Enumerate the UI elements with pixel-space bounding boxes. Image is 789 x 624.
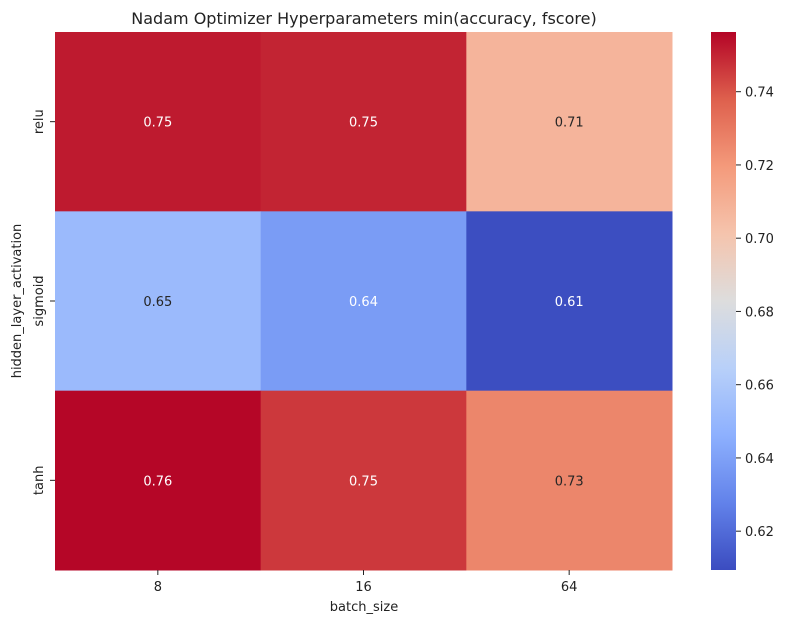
cell-value-label: 0.64 (349, 295, 378, 310)
colorbar-tick-label: 0.66 (745, 379, 774, 394)
cell-annotations: 0.75 0.75 0.71 0.65 0.64 0.61 0.76 0.75 0.73 (143, 116, 583, 490)
chart-title: Nadam Optimizer Hyperparameters min(accu… (131, 9, 596, 28)
cell-value-label: 0.71 (555, 116, 584, 131)
colorbar-tick-label: 0.72 (745, 159, 774, 174)
x-axis: 8 16 64 (154, 570, 578, 595)
heatmap-cell (55, 32, 262, 212)
heatmap-cell (466, 211, 673, 392)
y-tick-label: tanh (32, 466, 47, 496)
heatmap-cell (260, 390, 467, 571)
x-axis-label: batch_size (330, 600, 398, 615)
heatmap-cell (260, 211, 467, 392)
colorbar-tick-label: 0.74 (745, 86, 774, 101)
colorbar-tick-label: 0.68 (745, 305, 774, 320)
y-tick-label: sigmoid (32, 275, 47, 326)
heatmap-cell (466, 390, 673, 571)
x-tick-label: 64 (561, 580, 578, 595)
y-axis: relu sigmoid tanh (32, 109, 55, 495)
y-tick-label: relu (32, 109, 47, 134)
x-tick-label: 8 (154, 580, 162, 595)
heatmap-cell (55, 390, 262, 571)
colorbar-tick-label: 0.62 (745, 525, 774, 540)
x-tick-label: 16 (355, 580, 372, 595)
heatmap-cell (260, 32, 467, 212)
colorbar-ticks: 0.62 0.64 0.66 0.68 0.70 0.72 0.74 (736, 86, 774, 540)
cell-value-label: 0.75 (349, 116, 378, 131)
cell-value-label: 0.76 (143, 474, 172, 489)
heatmap-cells (55, 32, 673, 571)
colorbar (711, 32, 736, 570)
cell-value-label: 0.65 (143, 295, 172, 310)
cell-value-label: 0.73 (555, 474, 584, 489)
colorbar-tick-label: 0.64 (745, 452, 774, 467)
y-axis-label: hidden_layer_activation (10, 224, 25, 379)
cell-value-label: 0.75 (143, 116, 172, 131)
heatmap-cell (55, 211, 262, 392)
cell-value-label: 0.75 (349, 474, 378, 489)
colorbar-tick-label: 0.70 (745, 232, 774, 247)
cell-value-label: 0.61 (555, 295, 584, 310)
heatmap-cell (466, 32, 673, 212)
